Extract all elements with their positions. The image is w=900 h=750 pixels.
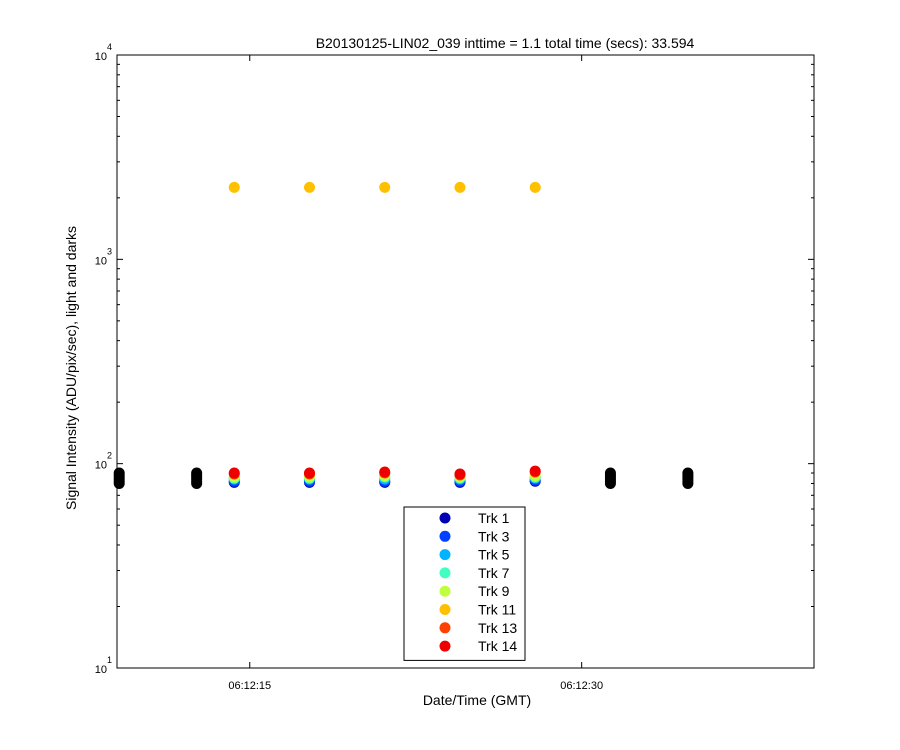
legend-label: Trk 1 bbox=[478, 510, 510, 526]
legend-label: Trk 7 bbox=[478, 565, 510, 581]
data-point-trk-14 bbox=[379, 466, 391, 478]
y-tick-label: 10 bbox=[95, 664, 107, 676]
data-point-trk-14 bbox=[228, 467, 240, 479]
dark-frame-point bbox=[682, 467, 694, 479]
x-axis-label: Date/Time (GMT) bbox=[423, 692, 531, 708]
data-point-trk-14 bbox=[529, 465, 541, 477]
legend-label: Trk 11 bbox=[478, 602, 516, 618]
legend-label: Trk 3 bbox=[478, 528, 510, 544]
legend: Trk 1 Trk 3 Trk 5 Trk 7 Trk 9 Trk 11 Trk 13 Trk… bbox=[403, 506, 526, 661]
legend-marker bbox=[439, 567, 451, 579]
legend-label: Trk 14 bbox=[478, 638, 517, 654]
y-tick-exponent: 4 bbox=[107, 42, 112, 52]
dark-frame-point bbox=[191, 467, 203, 479]
legend-marker bbox=[439, 604, 451, 615]
data-point-trk-11 bbox=[529, 181, 541, 193]
legend-label: Trk 5 bbox=[478, 547, 510, 563]
data-point-trk-14 bbox=[454, 468, 466, 480]
x-tick-label: 06:12:15 bbox=[228, 680, 271, 692]
y-tick-label: 10 bbox=[95, 255, 107, 267]
dark-frame-point bbox=[113, 467, 125, 479]
y-axis-label: Signal Intensity (ADU/pix/sec), light an… bbox=[63, 226, 79, 510]
legend-marker bbox=[439, 585, 451, 597]
legend-marker bbox=[439, 530, 451, 542]
legend-marker bbox=[439, 512, 451, 524]
legend-label: Trk 13 bbox=[478, 620, 517, 636]
dark-frame-point bbox=[604, 467, 616, 479]
legend-marker bbox=[439, 622, 451, 634]
y-tick-exponent: 2 bbox=[107, 451, 112, 461]
y-tick-label: 10 bbox=[95, 51, 107, 63]
legend-marker bbox=[439, 549, 451, 561]
data-point-trk-11 bbox=[379, 181, 391, 193]
data-point-trk-14 bbox=[304, 467, 316, 479]
legend-marker bbox=[439, 640, 451, 652]
y-tick-exponent: 3 bbox=[107, 246, 112, 256]
chart-title: B20130125-LIN02_039 inttime = 1.1 total … bbox=[316, 35, 695, 51]
y-tick-exponent: 1 bbox=[107, 655, 112, 665]
data-marks bbox=[113, 181, 694, 489]
data-point-trk-11 bbox=[304, 181, 316, 193]
legend-box bbox=[403, 506, 526, 661]
x-tick-label: 06:12:30 bbox=[560, 680, 603, 692]
legend-label: Trk 9 bbox=[478, 583, 510, 599]
data-point-trk-11 bbox=[454, 181, 466, 193]
y-tick-label: 10 bbox=[95, 460, 107, 472]
data-point-trk-11 bbox=[228, 181, 240, 193]
